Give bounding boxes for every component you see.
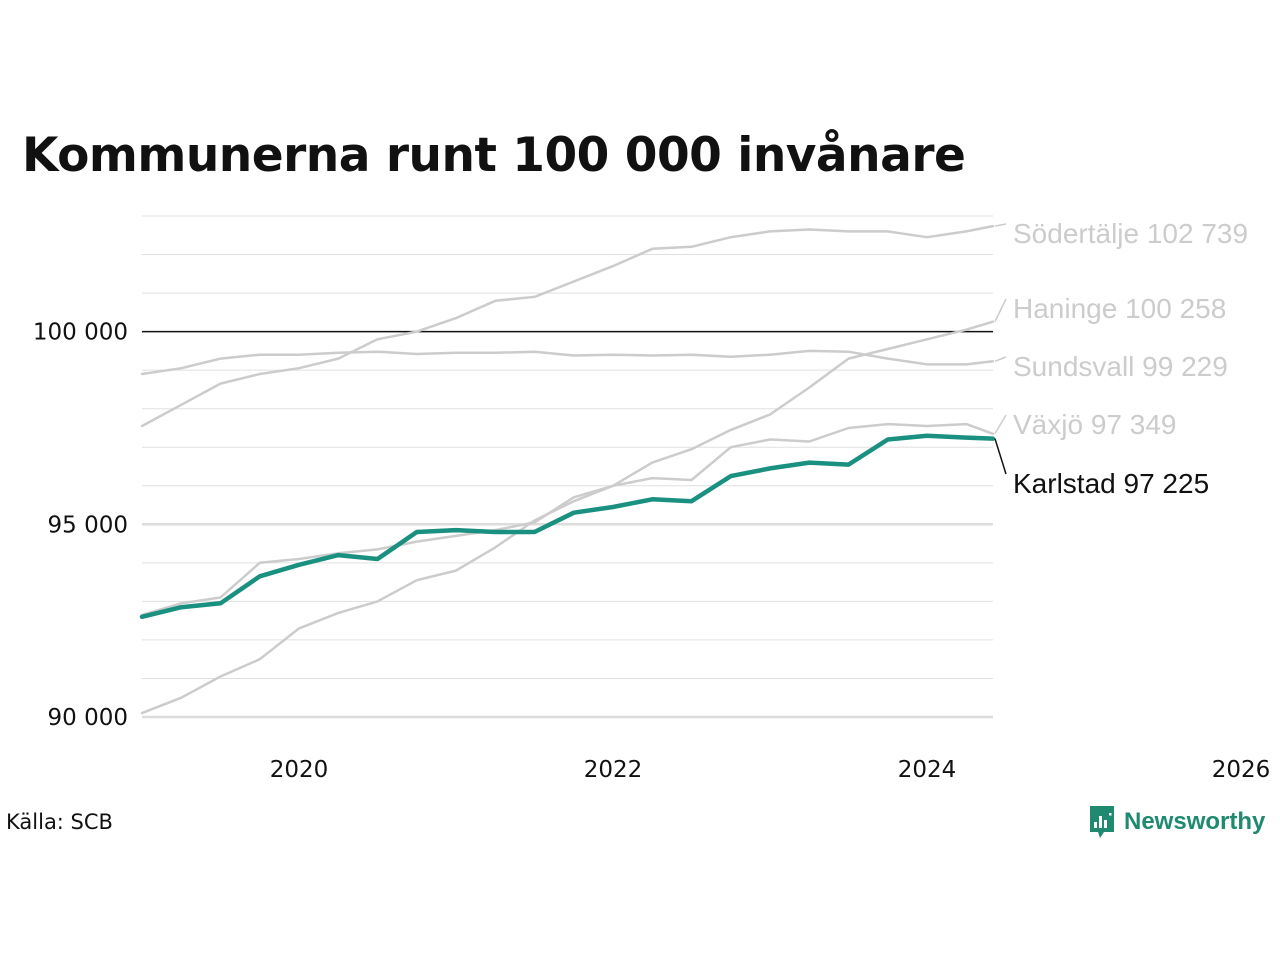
series-label-sundsvall: Sundsvall 99 229 <box>1013 351 1228 382</box>
x-axis-tick-labels: 2020 2022 2024 2026 <box>270 757 1271 783</box>
series-line-haninge <box>140 320 995 715</box>
x-tick-label: 2020 <box>270 757 329 783</box>
series-line-karlstad <box>139 433 996 620</box>
series-labels: Södertälje 102 739 Haninge 100 258 Sundsva… <box>994 218 1248 499</box>
x-tick-label: 2024 <box>898 757 957 783</box>
gridlines <box>142 215 993 719</box>
series-label-haninge: Haninge 100 258 <box>1013 293 1226 324</box>
series-label-connector <box>994 223 1007 227</box>
x-tick-label: 2022 <box>584 757 643 783</box>
brand-name: Newsworthy <box>1124 808 1266 835</box>
y-tick-label: 90 000 <box>48 705 128 731</box>
series-label-connector <box>994 438 1007 475</box>
x-tick-label: 2026 <box>1212 757 1271 783</box>
series-line-v-xj- <box>140 422 995 617</box>
series-lines <box>139 224 996 715</box>
y-tick-label: 100 000 <box>33 320 128 346</box>
source-note: Källa: SCB <box>6 810 113 834</box>
y-tick-label: 95 000 <box>48 512 128 538</box>
y-axis-tick-labels: 90 000 95 000 100 000 <box>33 320 128 731</box>
series-line-sundsvall <box>140 349 995 376</box>
brand-logo[interactable]: Newsworthy <box>1088 804 1265 840</box>
series-label-connector <box>994 298 1007 323</box>
series-label-s-dert-lje: Södertälje 102 739 <box>1013 218 1248 249</box>
series-label-karlstad: Karlstad 97 225 <box>1013 468 1209 499</box>
series-label-v-xj-: Växjö 97 349 <box>1013 409 1176 440</box>
chart-title: Kommunerna runt 100 000 invånare <box>22 128 966 183</box>
newsworthy-logo-icon <box>1090 806 1114 838</box>
series-label-connector <box>994 414 1007 435</box>
series-line-s-dert-lje <box>140 224 995 428</box>
series-label-connector <box>994 356 1007 363</box>
